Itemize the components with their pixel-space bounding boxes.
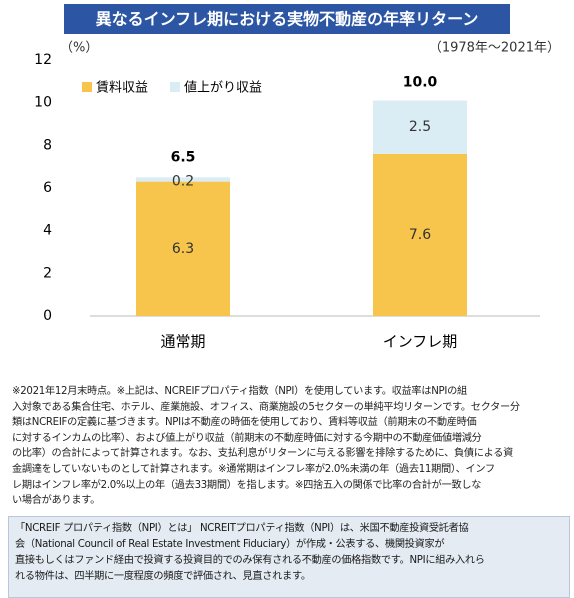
y-tick-label: 10: [34, 95, 52, 111]
data-label: 2.5: [409, 119, 431, 135]
y-tick-label: 8: [43, 137, 52, 153]
notes: ※2021年12月末時点。※上記は、NCREIFプロパティ指数（NPI）を使用し…: [12, 384, 564, 509]
y-tick-label: 2: [43, 265, 52, 281]
text-line: 入対象である集合住宅、ホテル、産業施設、オフィス、商業施設の5セクターの単純平均…: [12, 401, 520, 413]
y-tick-label: 6: [43, 180, 52, 196]
text-line: に対するインカムの比率）、および値上がり収益（前期末の不動産時価に対する今期中の…: [12, 432, 482, 444]
legend-swatch: [82, 82, 92, 92]
title-bar: [64, 4, 510, 34]
chart-title: 異なるインフレ期における実物不動産の年率リターン: [96, 10, 479, 29]
y-tick-label: 4: [43, 223, 52, 239]
y-tick-label: 0: [43, 308, 52, 324]
data-label: 6.3: [172, 241, 194, 257]
unit-label: （%）: [60, 41, 98, 56]
text-line: ※2021年12月末時点。※上記は、NCREIFプロパティ指数（NPI）を使用し…: [12, 386, 467, 397]
chart: 異なるインフレ期における実物不動産の年率リターン （%） （1978年～2021…: [34, 4, 560, 351]
legend-swatch: [170, 82, 181, 92]
y-tick-label: 12: [34, 52, 52, 68]
x-tick-label: 通常期: [160, 333, 205, 351]
text-line: の比率）の合計によって計算されます。なお、支払利息がリターンに与える影響を排除す…: [12, 448, 513, 460]
period-label: （1978年～2021年）: [429, 41, 560, 56]
legend-label: 賃料収益: [96, 81, 148, 96]
text-line: レ期はインフレ率が2.0%以上の年（過去33期間）を指します。※四捨五入の関係で…: [12, 479, 482, 491]
text-line: い場合があります。: [12, 495, 100, 507]
text-line: 会（National Council of Real Estate Invest…: [15, 539, 445, 550]
x-tick-label: インフレ期: [383, 333, 458, 351]
total-label: 10.0: [403, 75, 438, 91]
text-line: 「NCREIF プロパティ指数（NPI）とは」 NCREITプロパティ指数（NP…: [15, 523, 469, 534]
text-line: れる物件は、四半期に一度程度の頻度で評価され、見直されます。: [15, 571, 311, 582]
text-line: 類はNCREIFの定義に基づきます。NPIは不動産の時価を使用しており、賃料等収…: [12, 417, 477, 429]
bar-segment: [373, 100, 467, 154]
text-line: 直接もしくはファンド経由で投資する投資目的でのみ保有される不動産の価格指数です。…: [15, 555, 485, 566]
total-label: 6.5: [171, 149, 196, 165]
bar-segment: [136, 181, 230, 316]
bar-segment: [136, 177, 230, 182]
bar-segment: [373, 153, 467, 316]
legend-label: 値上がり収益: [184, 80, 262, 96]
definition-box: 「NCREIF プロパティ指数（NPI）とは」 NCREITプロパティ指数（NP…: [8, 516, 570, 598]
text-line: 金調達をしていないものとして計算されます。※通常期はインフレ率が2.0%未満の年…: [12, 463, 495, 475]
data-label: 0.2: [172, 173, 194, 189]
data-label: 7.6: [409, 227, 431, 243]
